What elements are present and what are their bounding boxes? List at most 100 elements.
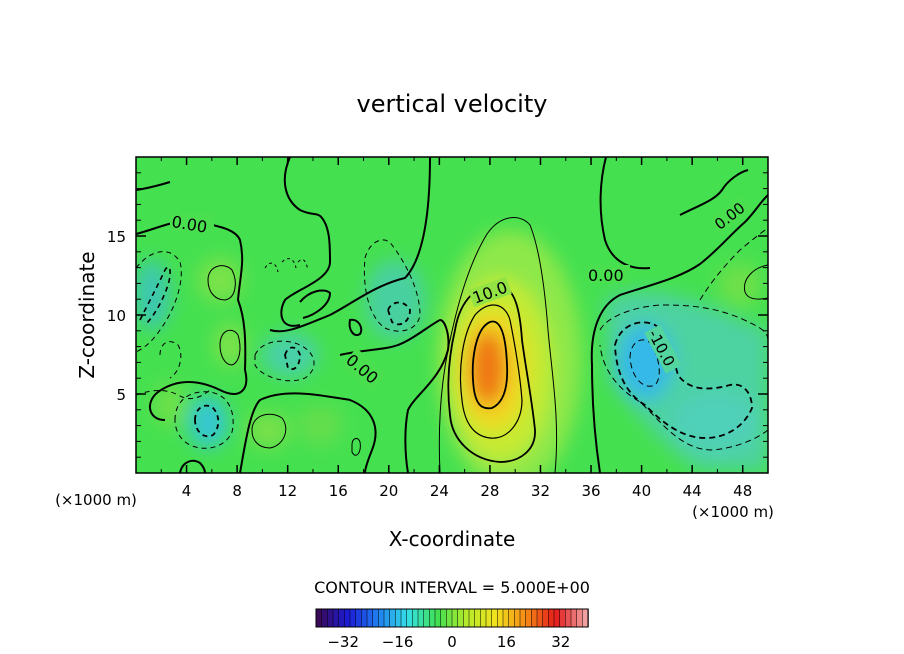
negative-pocket-left-edge-outer [136, 251, 182, 353]
colorbar-tick-label: 32 [551, 633, 570, 651]
x-unit-right: (×1000 m) [692, 503, 774, 521]
colorbar-cell [559, 608, 567, 628]
zero-contour-ellipse-small [348, 318, 363, 336]
yellowgreen-patch-f [154, 383, 186, 427]
yellowgreen-patch-c [246, 412, 290, 448]
colorbar-tick-label: 16 [497, 633, 516, 651]
colorbar-cell [502, 608, 510, 628]
colorbar-cell [480, 608, 487, 628]
zero-contour-right-edge [679, 169, 749, 216]
colorbar-cell [451, 608, 459, 628]
colorbar-cell [497, 608, 504, 628]
colorbar-cell [400, 608, 408, 628]
colorbar-cell [548, 608, 555, 628]
colorbar-cell [327, 608, 334, 628]
zero-contour-left-tail [269, 157, 431, 333]
colorbar-cell [576, 608, 584, 628]
velocity-field: 0.00 0.00 0.00 0.00 10.0 -10.0 [136, 157, 768, 473]
colorbar-frame [315, 608, 589, 628]
x-axis-label: X-coordinate [389, 527, 516, 551]
updraft-core [470, 330, 506, 406]
yellowgreen-patch-b [214, 323, 246, 367]
colorbar-ticks: −32 −16 0 16 32 [327, 633, 570, 651]
colorbar-cell [383, 608, 391, 628]
contour-lines [136, 157, 768, 473]
zero-contour-upper-center [280, 157, 332, 327]
positive-pocket-tiny [351, 437, 361, 456]
colorbar-cell [361, 608, 368, 628]
colorbar-cell [468, 608, 476, 628]
wave-cluster-1 [264, 258, 309, 273]
colorbar-cell [366, 608, 374, 628]
colorbar-cell [378, 608, 385, 628]
x-tick-label: 20 [379, 482, 398, 500]
colorbar-cell [491, 608, 499, 628]
cyan-pocket-mid [262, 333, 318, 377]
x-unit-left: (×1000 m) [55, 491, 137, 509]
cyan-pocket-left [188, 396, 228, 448]
zero-contour-center-lobe [339, 318, 450, 473]
zero-contour-left-middle [149, 369, 248, 421]
colorbar-cell [485, 608, 493, 628]
colorbar-cell [514, 608, 521, 628]
colorbar-cell [372, 608, 380, 628]
colorbar-cell [395, 608, 402, 628]
colorbar-cell [531, 608, 538, 628]
colorbar-cell [446, 608, 453, 628]
colorbar-cell [315, 608, 323, 628]
negative-pocket-b-inner [284, 346, 301, 370]
x-tick-label: 8 [232, 482, 242, 500]
colorbar-cell [423, 608, 431, 628]
chart-title: vertical velocity [357, 90, 548, 118]
contour-label-zero-3: 0.00 [588, 266, 624, 285]
colorbar-cell [349, 608, 357, 628]
x-tick-label: 28 [480, 482, 499, 500]
colorbar-tick-label: −32 [327, 633, 359, 651]
zero-contour-upper-right [599, 157, 651, 270]
positive-pocket-right-edge [743, 264, 768, 300]
negative-pocket-d [136, 341, 211, 400]
zero-contour-small-blob [299, 289, 332, 319]
downdraft-contour-upper [699, 227, 768, 301]
colorbar-cell [417, 608, 425, 628]
x-tick-label: 24 [430, 482, 449, 500]
colorbar-cell [570, 608, 578, 628]
x-tick-label: 48 [733, 482, 752, 500]
x-tick-label: 40 [632, 482, 651, 500]
x-tick-label: 12 [278, 482, 297, 500]
colorbar-cell [525, 608, 533, 628]
colorbar-cell [429, 608, 436, 628]
colorbar-cell [321, 608, 329, 628]
colorbar-cell [519, 608, 527, 628]
y-tick-label: 5 [116, 386, 126, 404]
negative-pocket-left-edge [139, 266, 171, 326]
downdraft-contour-minus-5 [599, 304, 768, 451]
updraft-contour-15 [459, 304, 523, 439]
downdraft-lower [670, 390, 760, 450]
colorbar-cell [412, 608, 419, 628]
negative-pocket-c [363, 239, 421, 332]
colorbar-cell [434, 608, 442, 628]
x-tick-label: 32 [531, 482, 550, 500]
x-tick-label: 36 [581, 482, 600, 500]
yellowgreen-patch-d [298, 405, 342, 445]
colorbar-cell [565, 608, 572, 628]
colorbar-cell [457, 608, 465, 628]
colorbar-cell [338, 608, 346, 628]
updraft-contour-10 [447, 283, 536, 463]
downdraft-contour-minus-15 [629, 339, 660, 387]
colorbar [315, 608, 589, 628]
positive-pocket-left-lower [219, 329, 241, 366]
colorbar-cell [553, 608, 561, 628]
downdraft-contour-minus-10 [614, 321, 753, 439]
x-axis: 4 8 12 16 20 24 28 32 36 40 44 48 [160, 157, 752, 500]
x-tick-label: 16 [329, 482, 348, 500]
colorbar-tick-label: 0 [447, 633, 457, 651]
colorbar-cell [344, 608, 351, 628]
updraft-contour-5 [438, 217, 558, 473]
negative-pocket-c-inner [387, 301, 411, 326]
colorbar-cell [508, 608, 516, 628]
y-tick-label: 10 [107, 307, 126, 325]
contour-interval-text: CONTOUR INTERVAL = 5.000E+00 [314, 578, 590, 597]
